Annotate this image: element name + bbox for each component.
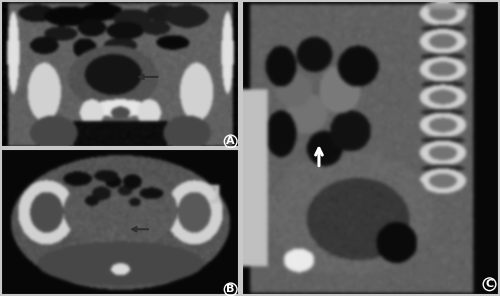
Text: C: C [486, 279, 494, 289]
Text: L: L [246, 217, 252, 227]
Text: A: A [226, 136, 235, 147]
Text: B: B [226, 284, 235, 295]
